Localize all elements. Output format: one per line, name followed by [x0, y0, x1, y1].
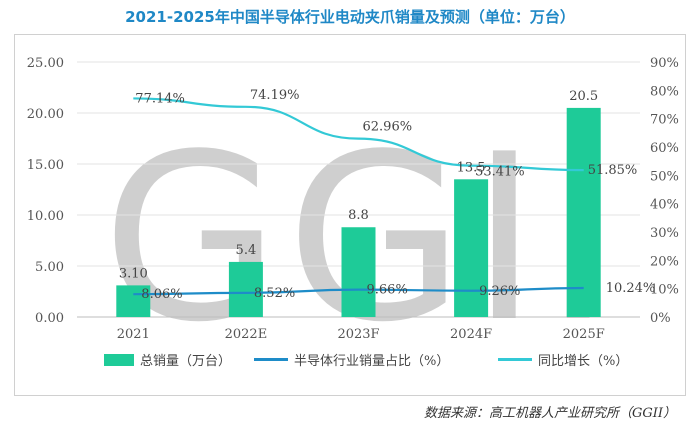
y-right-tick-label: 90%: [650, 56, 679, 71]
y-left-tick-label: 25.00: [27, 56, 64, 71]
x-tick-label: 2023F: [337, 327, 379, 342]
data-label-total-sales: 13.5: [457, 160, 486, 175]
legend-swatch-yoy-growth: [498, 358, 532, 361]
y-right-tick-label: 30%: [650, 226, 679, 241]
line-yoy-growth: [133, 97, 584, 172]
y-right-tick-label: 80%: [650, 84, 679, 99]
data-label-yoy-growth: 74.19%: [250, 88, 300, 103]
data-label-semi-share: 10.24%: [606, 281, 656, 296]
legend-swatch-total-sales: [104, 353, 134, 366]
data-label-total-sales: 5.4: [236, 243, 257, 258]
x-tick-label: 2025F: [563, 327, 605, 342]
x-tick-label: 2022E: [225, 327, 268, 342]
legend-item-yoy-growth: 同比增长（%）: [498, 350, 628, 369]
chart-frame: [14, 34, 686, 396]
y-right-tick-label: 0%: [650, 311, 671, 326]
bar-total-sales: [228, 261, 263, 317]
y-left-tick-label: 10.00: [27, 209, 64, 224]
bar-total-sales: [341, 227, 376, 317]
source-note: 数据来源：高工机器人产业研究所（GGII）: [423, 406, 676, 421]
data-label-yoy-growth: 51.85%: [588, 163, 638, 178]
y-left-tick-label: 15.00: [27, 158, 64, 173]
data-label-semi-share: 9.26%: [479, 284, 520, 299]
chart-title: 2021-2025年中国半导体行业电动夹爪销量及预测（单位：万台）: [125, 8, 575, 26]
data-label-yoy-growth: 53.41%: [475, 165, 525, 180]
y-right-tick-label: 70%: [650, 113, 679, 128]
y-left-tick-label: 5.00: [35, 260, 64, 275]
data-label-semi-share: 9.66%: [367, 283, 408, 298]
bar-total-sales: [454, 179, 489, 317]
legend-item-total-sales: 总销量（万台）: [104, 350, 231, 369]
legend-item-semi-share: 半导体行业销量占比（%）: [254, 350, 449, 369]
y-right-tick-label: 10%: [650, 283, 679, 298]
y-right-tick-label: 50%: [650, 169, 679, 184]
legend-label-semi-share: 半导体行业销量占比（%）: [294, 354, 450, 369]
data-label-total-sales: 3.10: [119, 266, 148, 281]
data-label-semi-share: 8.52%: [254, 286, 295, 301]
data-label-yoy-growth: 62.96%: [363, 120, 413, 135]
legend-label-yoy-growth: 同比增长（%）: [538, 354, 629, 369]
y-right-tick-label: 60%: [650, 141, 679, 156]
data-label-total-sales: 20.5: [569, 89, 598, 104]
legend-label-total-sales: 总销量（万台）: [140, 354, 232, 369]
legend-swatch-semi-share: [254, 358, 288, 361]
y-left-tick-label: 0.00: [35, 311, 64, 326]
y-right-tick-label: 40%: [650, 198, 679, 213]
bar-total-sales: [566, 107, 601, 318]
y-right-tick-label: 20%: [650, 254, 679, 269]
data-label-yoy-growth: 77.14%: [135, 91, 185, 106]
x-tick-label: 2024F: [450, 327, 492, 342]
line-semi-share: [133, 286, 584, 296]
x-tick-label: 2021: [117, 327, 150, 342]
data-label-total-sales: 8.8: [348, 208, 369, 223]
bar-total-sales: [116, 285, 151, 317]
data-label-semi-share: 8.06%: [141, 287, 182, 302]
y-left-tick-label: 20.00: [27, 107, 64, 122]
chart-legend: 总销量（万台） 半导体行业销量占比（%） 同比增长（%）: [0, 350, 700, 374]
